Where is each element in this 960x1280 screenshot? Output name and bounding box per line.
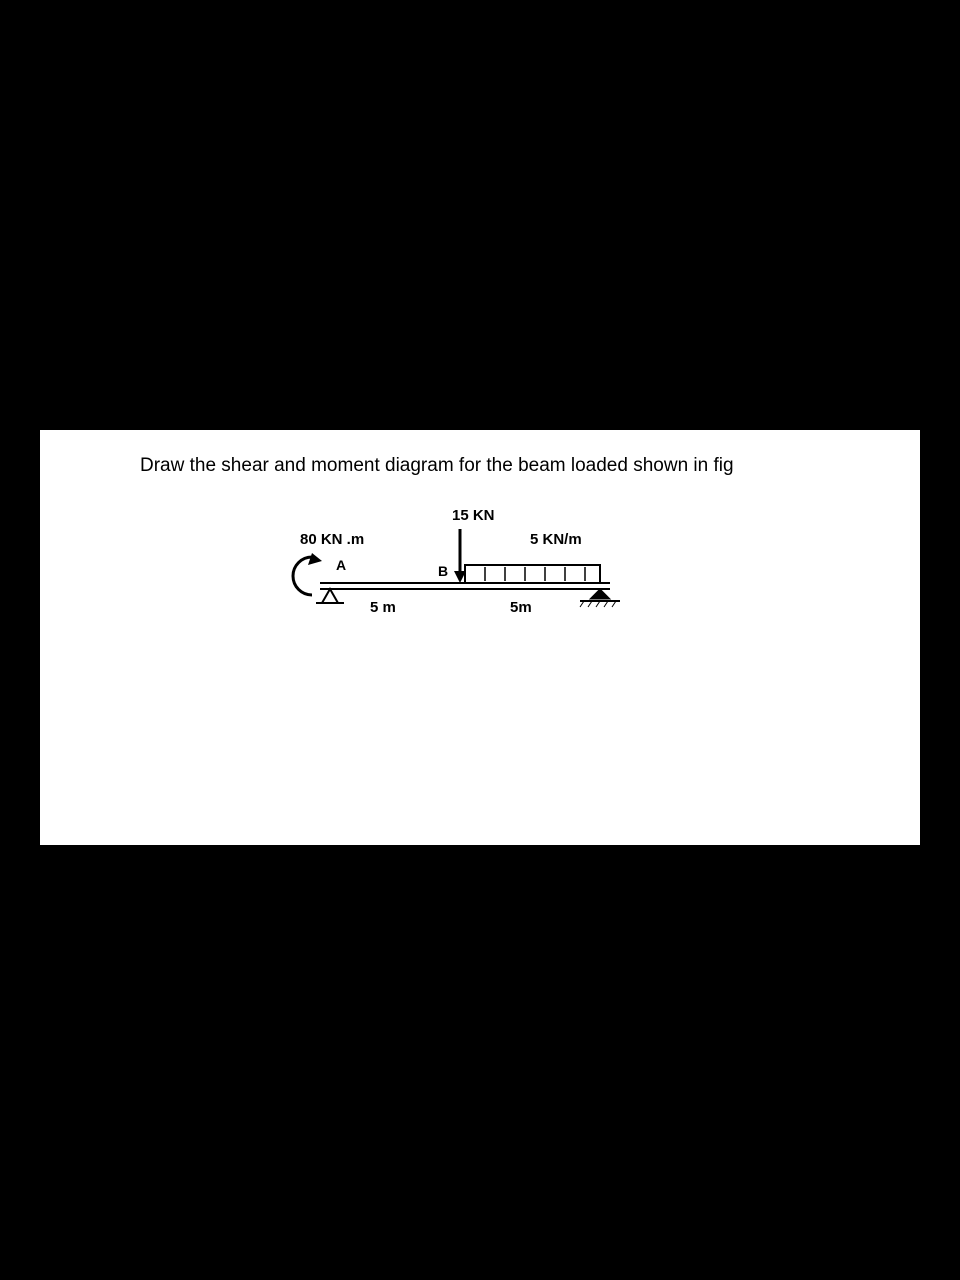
span2-label: 5m — [510, 599, 532, 616]
pin-support-a — [322, 589, 338, 603]
beam-svg — [280, 507, 780, 657]
beam-diagram: 15 KN 80 KN .m 5 KN/m A B 5 m 5m — [280, 507, 780, 657]
moment-label: 80 KN .m — [300, 531, 364, 548]
roller-support-c — [590, 589, 610, 599]
point-load-label: 15 KN — [452, 507, 495, 524]
point-b-label: B — [438, 563, 448, 579]
content-panel: Draw the shear and moment diagram for th… — [40, 430, 920, 845]
moment-arrowhead — [308, 553, 322, 565]
question-text: Draw the shear and moment diagram for th… — [140, 455, 820, 477]
span1-label: 5 m — [370, 599, 396, 616]
distributed-load-label: 5 KN/m — [530, 531, 582, 548]
point-a-label: A — [336, 557, 346, 573]
